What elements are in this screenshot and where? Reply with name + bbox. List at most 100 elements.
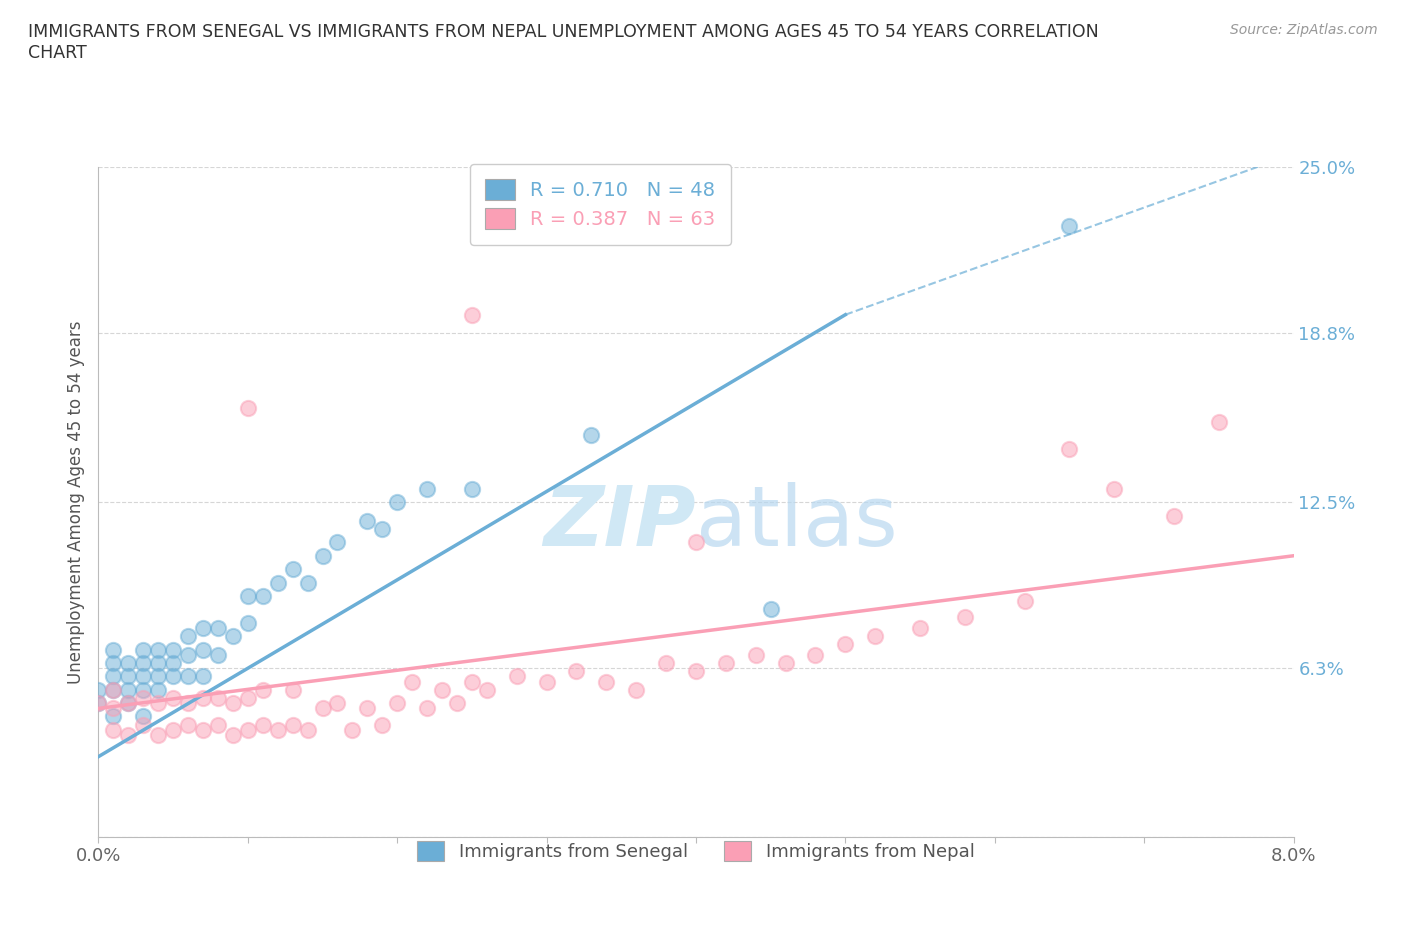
Point [132,642,155,657]
Point [1014,594,1036,609]
Point [714,656,737,671]
Point [267,575,290,590]
Point [132,669,155,684]
Point [297,723,319,737]
Point [148,683,170,698]
Point [775,656,797,671]
Point [356,513,378,528]
Point [87,696,110,711]
Point [162,669,184,684]
Point [207,690,229,705]
Point [685,663,707,678]
Point [191,642,214,657]
Point [132,709,155,724]
Point [281,683,304,698]
Point [311,549,333,564]
Point [1059,219,1081,233]
Point [177,669,200,684]
Point [281,717,304,732]
Point [281,562,304,577]
Point [326,696,349,711]
Point [177,647,200,662]
Point [326,535,349,550]
Point [236,616,259,631]
Point [236,401,259,416]
Point [461,482,484,497]
Point [461,674,484,689]
Point [356,701,378,716]
Point [236,690,259,705]
Point [103,669,125,684]
Point [177,717,200,732]
Point [267,723,290,737]
Point [953,610,976,625]
Point [536,674,558,689]
Y-axis label: Unemployment Among Ages 45 to 54 years: Unemployment Among Ages 45 to 54 years [66,321,84,684]
Point [191,669,214,684]
Point [745,647,768,662]
Point [385,696,409,711]
Point [162,656,184,671]
Point [132,656,155,671]
Point [207,647,229,662]
Point [191,723,214,737]
Text: atlas: atlas [696,482,897,563]
Point [148,669,170,684]
Point [401,674,423,689]
Point [1163,508,1185,523]
Point [222,696,245,711]
Point [252,683,274,698]
Point [342,723,364,737]
Point [103,683,125,698]
Point [222,728,245,743]
Point [506,669,529,684]
Point [804,647,827,662]
Point [416,701,439,716]
Point [148,656,170,671]
Point [117,696,139,711]
Point [908,620,931,635]
Point [207,717,229,732]
Point [148,642,170,657]
Point [297,575,319,590]
Point [162,723,184,737]
Point [626,683,648,698]
Point [371,522,394,537]
Point [103,701,125,716]
Point [162,690,184,705]
Point [565,663,588,678]
Point [595,674,617,689]
Point [1059,441,1081,456]
Point [236,723,259,737]
Point [117,696,139,711]
Text: Source: ZipAtlas.com: Source: ZipAtlas.com [1230,23,1378,37]
Text: IMMIGRANTS FROM SENEGAL VS IMMIGRANTS FROM NEPAL UNEMPLOYMENT AMONG AGES 45 TO 5: IMMIGRANTS FROM SENEGAL VS IMMIGRANTS FR… [28,23,1099,62]
Point [117,656,139,671]
Point [162,642,184,657]
Point [1104,482,1126,497]
Point [865,629,887,644]
Point [132,717,155,732]
Point [581,428,603,443]
Point [103,656,125,671]
Point [117,669,139,684]
Point [252,589,274,604]
Point [132,690,155,705]
Point [117,683,139,698]
Point [834,637,856,652]
Point [416,482,439,497]
Point [191,620,214,635]
Point [385,495,409,510]
Point [148,728,170,743]
Point [655,656,678,671]
Point [103,642,125,657]
Legend: Immigrants from Senegal, Immigrants from Nepal: Immigrants from Senegal, Immigrants from… [411,834,981,868]
Point [177,696,200,711]
Point [103,723,125,737]
Text: ZIP: ZIP [543,482,696,563]
Point [1208,415,1230,430]
Point [177,629,200,644]
Point [132,683,155,698]
Point [87,696,110,711]
Point [371,717,394,732]
